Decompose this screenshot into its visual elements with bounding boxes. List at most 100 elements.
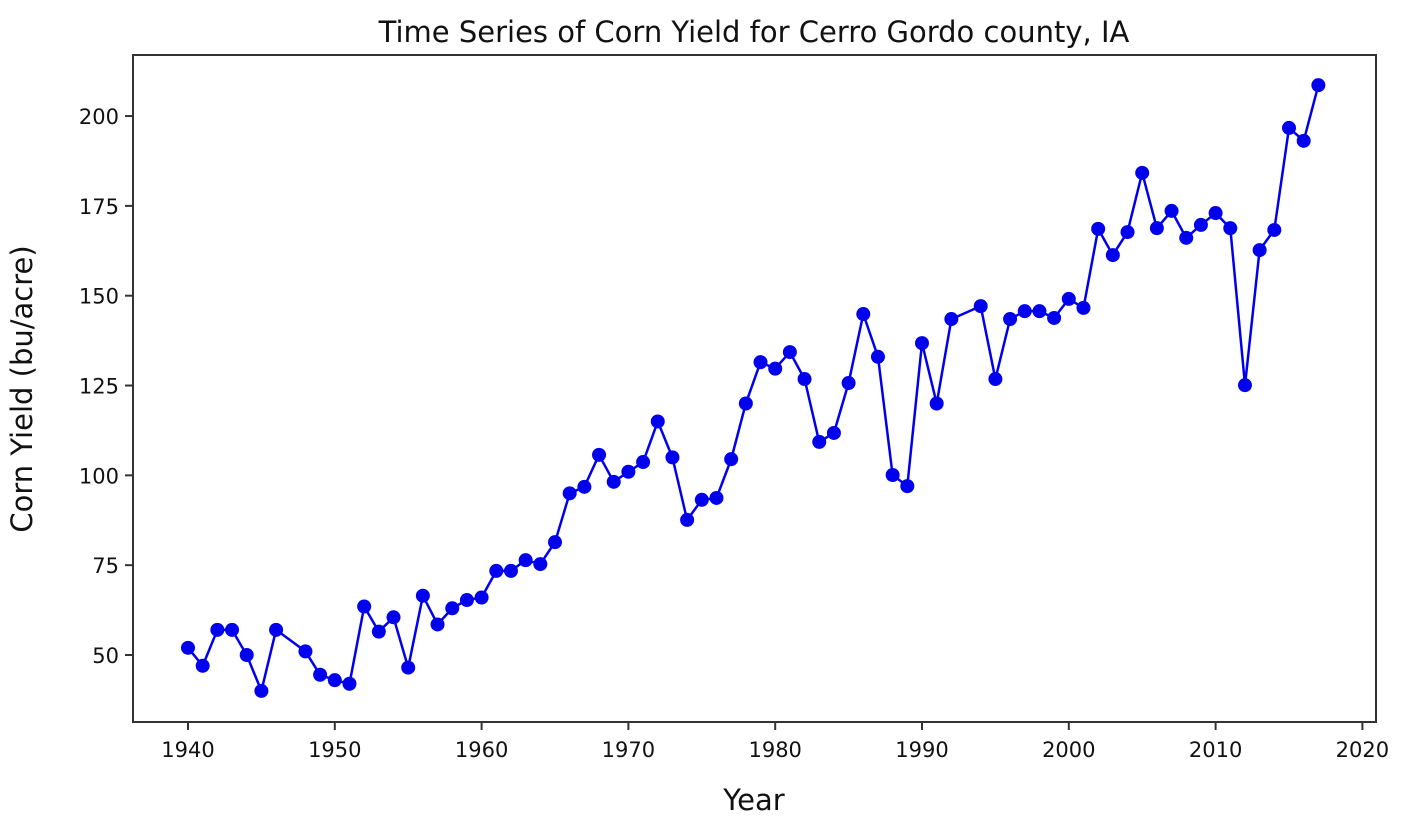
series-line bbox=[187, 84, 1320, 695]
data-point bbox=[1032, 304, 1047, 319]
data-point bbox=[988, 372, 1003, 387]
data-point bbox=[1252, 243, 1267, 258]
data-point bbox=[1120, 225, 1135, 240]
data-point bbox=[1017, 304, 1032, 319]
data-point bbox=[1149, 221, 1164, 236]
data-point bbox=[1208, 206, 1223, 221]
data-point bbox=[870, 349, 885, 364]
data-point bbox=[548, 535, 562, 550]
data-point bbox=[900, 479, 915, 494]
data-point bbox=[1091, 221, 1106, 236]
data-point bbox=[797, 372, 812, 387]
data-point bbox=[1193, 217, 1208, 232]
data-point bbox=[489, 563, 504, 578]
data-point bbox=[1003, 312, 1018, 327]
data-point bbox=[841, 376, 856, 391]
x-tick-label: 2010 bbox=[1189, 738, 1242, 762]
data-point bbox=[636, 455, 651, 470]
data-point bbox=[592, 447, 607, 462]
x-tick-label: 1940 bbox=[161, 738, 214, 762]
data-point bbox=[1311, 78, 1326, 93]
data-point bbox=[650, 414, 665, 429]
chart-title: Time Series of Corn Yield for Cerro Gord… bbox=[378, 15, 1130, 49]
data-point bbox=[694, 492, 709, 507]
data-point bbox=[709, 490, 724, 505]
y-tick-label: 125 bbox=[79, 375, 119, 399]
y-tick-label: 75 bbox=[92, 554, 119, 578]
data-point bbox=[782, 345, 797, 360]
data-point bbox=[724, 452, 739, 467]
data-point bbox=[1164, 203, 1179, 218]
data-point bbox=[621, 464, 636, 479]
data-point bbox=[415, 588, 430, 603]
data-point bbox=[474, 590, 489, 605]
data-point bbox=[1047, 310, 1062, 325]
y-tick-label: 175 bbox=[79, 195, 119, 219]
data-point bbox=[753, 355, 768, 370]
data-point bbox=[401, 660, 416, 675]
data-point bbox=[371, 624, 386, 639]
data-point bbox=[1223, 221, 1238, 236]
data-point bbox=[812, 434, 827, 449]
plot-area bbox=[132, 54, 1377, 723]
y-tick-label: 200 bbox=[79, 105, 119, 129]
x-axis: 1940 1950 1960 1970 1980 1990 2000 2010 2020 bbox=[161, 722, 1389, 762]
y-tick-label: 100 bbox=[79, 464, 119, 488]
y-axis-label: Corn Yield (bu/acre) bbox=[5, 245, 39, 532]
data-point bbox=[254, 683, 269, 698]
data-point bbox=[1076, 300, 1091, 315]
y-tick-label: 50 bbox=[92, 644, 119, 668]
data-point bbox=[445, 601, 460, 616]
data-point bbox=[430, 617, 445, 632]
data-point bbox=[181, 640, 195, 655]
data-point bbox=[680, 512, 695, 527]
data-point bbox=[944, 312, 959, 327]
x-tick-label: 2020 bbox=[1336, 738, 1389, 762]
data-point bbox=[606, 474, 621, 489]
x-tick-label: 1980 bbox=[748, 738, 801, 762]
data-point bbox=[1061, 291, 1076, 306]
data-point bbox=[239, 648, 254, 662]
data-series bbox=[181, 78, 1326, 698]
data-point bbox=[357, 599, 372, 614]
data-point bbox=[225, 622, 240, 637]
data-point bbox=[210, 622, 225, 637]
data-point bbox=[503, 563, 518, 578]
data-point bbox=[826, 425, 841, 440]
data-point bbox=[665, 450, 680, 465]
y-axis: 50 75 100 125 150 175 200 bbox=[79, 105, 133, 668]
data-point bbox=[342, 676, 357, 691]
data-point bbox=[1105, 248, 1120, 263]
x-tick-label: 1990 bbox=[895, 738, 948, 762]
x-tick-label: 1960 bbox=[455, 738, 508, 762]
data-point bbox=[298, 644, 313, 659]
data-point bbox=[929, 396, 944, 411]
x-tick-label: 1970 bbox=[602, 738, 655, 762]
y-tick-label: 150 bbox=[79, 285, 119, 309]
data-point bbox=[1179, 230, 1194, 245]
x-tick-label: 2000 bbox=[1042, 738, 1095, 762]
data-point bbox=[856, 307, 871, 322]
data-point bbox=[459, 593, 474, 608]
data-point bbox=[518, 553, 533, 568]
data-point bbox=[313, 667, 328, 682]
data-point bbox=[1135, 165, 1150, 180]
data-point bbox=[269, 622, 284, 637]
data-point bbox=[1296, 133, 1311, 148]
data-point bbox=[973, 299, 988, 314]
x-axis-label: Year bbox=[722, 783, 784, 817]
data-point bbox=[533, 557, 548, 572]
data-point bbox=[195, 658, 210, 673]
data-point bbox=[577, 479, 592, 494]
data-point bbox=[738, 396, 753, 411]
data-point bbox=[915, 336, 929, 351]
data-point bbox=[327, 673, 342, 688]
data-point bbox=[386, 610, 401, 625]
data-point bbox=[1267, 222, 1282, 237]
data-point bbox=[1237, 378, 1252, 393]
data-point bbox=[562, 486, 577, 501]
data-point bbox=[768, 361, 783, 376]
data-point bbox=[1282, 120, 1296, 135]
x-tick-label: 1950 bbox=[308, 738, 361, 762]
